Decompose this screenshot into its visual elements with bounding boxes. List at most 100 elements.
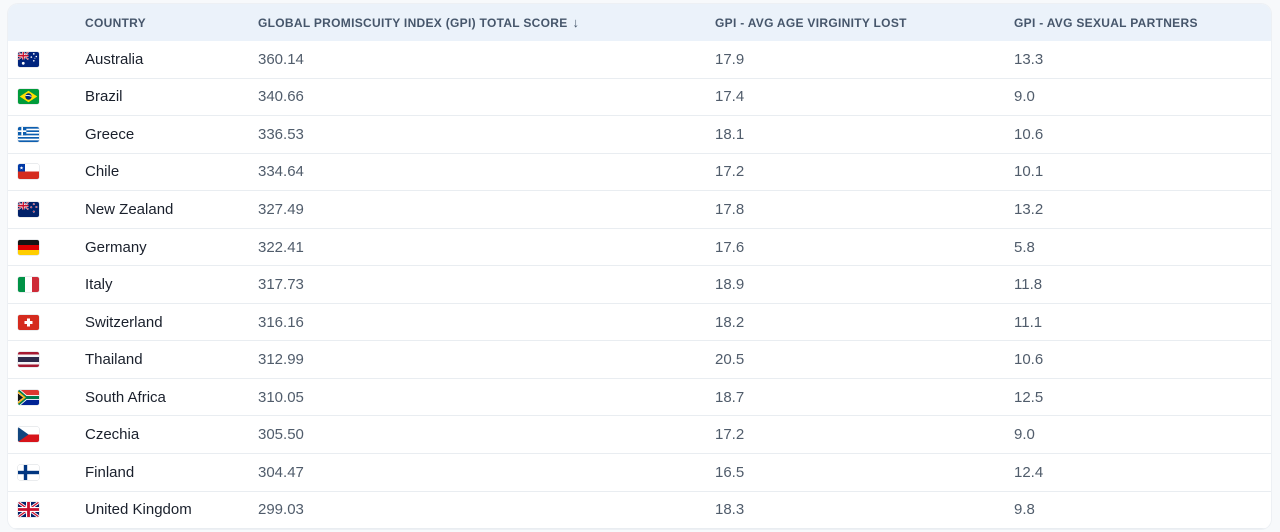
country-name: South Africa: [85, 388, 166, 406]
table-row[interactable]: Czechia 305.50 17.2 9.0: [8, 416, 1271, 455]
avg-age-virginity-lost: 17.6: [715, 238, 745, 256]
avg-sexual-partners: 9.0: [1014, 88, 1035, 106]
avg-age-virginity-lost: 18.9: [715, 276, 745, 294]
avg-sexual-partners: 5.8: [1014, 238, 1035, 256]
avg-age-virginity-lost: 16.5: [715, 463, 745, 481]
avg-age-virginity-lost: 18.7: [715, 388, 745, 406]
table-row[interactable]: Greece 336.53 18.1 10.6: [8, 116, 1271, 154]
avg-age-virginity-lost: 17.2: [715, 163, 745, 181]
avg-sexual-partners: 13.3: [1014, 50, 1044, 68]
south-africa-flag-icon: [18, 389, 39, 405]
column-header-country-label: COUNTRY: [85, 15, 146, 30]
gpi-total-score: 340.66: [258, 88, 304, 106]
avg-sexual-partners: 11.8: [1014, 276, 1043, 294]
flag-cell: [8, 464, 85, 480]
table-body: Australia 360.14 17.9 13.3 Brazil 340.66…: [8, 41, 1271, 530]
avg-age-virginity-lost: 18.3: [715, 501, 745, 519]
gpi-total-score: 305.50: [258, 426, 304, 444]
avg-age-virginity-lost: 17.2: [715, 426, 745, 444]
country-name: New Zealand: [85, 200, 174, 218]
new-zealand-flag-icon: [18, 201, 39, 217]
table-row[interactable]: New Zealand 327.49 17.8 13.2: [8, 191, 1271, 229]
table-row[interactable]: South Africa 310.05 18.7 12.5: [8, 378, 1271, 417]
avg-sexual-partners: 12.4: [1014, 463, 1044, 481]
flag-cell: [8, 164, 85, 180]
gpi-total-score: 336.53: [258, 125, 304, 143]
avg-sexual-partners: 9.8: [1014, 501, 1035, 519]
avg-sexual-partners: 10.6: [1014, 125, 1044, 143]
avg-age-virginity-lost: 20.5: [715, 351, 745, 369]
column-header-avg-sexual-partners-label: GPI - AVG SEXUAL PARTNERS: [1014, 15, 1198, 30]
country-name: Germany: [85, 238, 147, 256]
gpi-total-score: 316.16: [258, 313, 304, 331]
table-row[interactable]: United Kingdom 299.03 18.3 9.8: [8, 491, 1271, 530]
germany-flag-icon: [18, 239, 39, 255]
avg-age-virginity-lost: 18.2: [715, 313, 745, 331]
gpi-total-score: 312.99: [258, 351, 304, 369]
country-name: Finland: [85, 463, 135, 481]
country-name: Switzerland: [85, 313, 163, 331]
table-row[interactable]: Australia 360.14 17.9 13.3: [8, 41, 1271, 79]
country-name: Thailand: [85, 351, 143, 369]
avg-age-virginity-lost: 18.1: [715, 125, 745, 143]
table-row[interactable]: Italy 317.73 18.9 11.8: [8, 266, 1271, 304]
gpi-total-score: 327.49: [258, 200, 304, 218]
country-name: Italy: [85, 276, 113, 294]
czechia-flag-icon: [18, 427, 39, 443]
gpi-total-score: 304.47: [258, 463, 304, 481]
flag-cell: [8, 89, 85, 105]
switzerland-flag-icon: [18, 314, 39, 330]
avg-sexual-partners: 13.2: [1014, 200, 1044, 218]
thailand-flag-icon: [18, 352, 39, 368]
table-row[interactable]: Germany 322.41 17.6 5.8: [8, 228, 1271, 267]
table-row[interactable]: Thailand 312.99 20.5 10.6: [8, 341, 1271, 379]
table-row[interactable]: Brazil 340.66 17.4 9.0: [8, 78, 1271, 117]
chile-flag-icon: [18, 164, 39, 180]
table-header-row: COUNTRY GLOBAL PROMISCUITY INDEX (GPI) T…: [8, 4, 1271, 41]
avg-age-virginity-lost: 17.9: [715, 50, 745, 68]
avg-age-virginity-lost: 17.8: [715, 200, 745, 218]
column-header-gpi-total-score[interactable]: GLOBAL PROMISCUITY INDEX (GPI) TOTAL SCO…: [258, 15, 715, 30]
avg-sexual-partners: 10.6: [1014, 351, 1044, 369]
brazil-flag-icon: [18, 89, 39, 105]
country-name: Czechia: [85, 426, 140, 444]
gpi-total-score: 322.41: [258, 238, 304, 256]
country-name: Greece: [85, 125, 135, 143]
flag-cell: [8, 277, 85, 293]
united-kingdom-flag-icon: [18, 502, 39, 518]
avg-sexual-partners: 11.1: [1014, 313, 1043, 331]
gpi-total-score: 360.14: [258, 50, 304, 68]
australia-flag-icon: [18, 51, 39, 67]
gpi-total-score: 299.03: [258, 501, 304, 519]
italy-flag-icon: [18, 277, 39, 293]
flag-cell: [8, 502, 85, 518]
flag-cell: [8, 201, 85, 217]
table-row[interactable]: Finland 304.47 16.5 12.4: [8, 454, 1271, 492]
column-header-avg-age-virginity-lost[interactable]: GPI - AVG AGE VIRGINITY LOST: [715, 16, 1014, 30]
flag-cell: [8, 239, 85, 255]
finland-flag-icon: [18, 464, 39, 480]
flag-cell: [8, 427, 85, 443]
table-row[interactable]: Chile 334.64 17.2 10.1: [8, 153, 1271, 192]
country-name: Chile: [85, 163, 120, 181]
data-table-panel: COUNTRY GLOBAL PROMISCUITY INDEX (GPI) T…: [8, 4, 1271, 530]
table-row[interactable]: Switzerland 316.16 18.2 11.1: [8, 303, 1271, 342]
avg-age-virginity-lost: 17.4: [715, 88, 745, 106]
greece-flag-icon: [18, 126, 39, 142]
country-name: United Kingdom: [85, 501, 192, 519]
column-header-avg-sexual-partners[interactable]: GPI - AVG SEXUAL PARTNERS: [1014, 16, 1271, 30]
flag-cell: [8, 352, 85, 368]
avg-sexual-partners: 12.5: [1014, 388, 1044, 406]
gpi-total-score: 310.05: [258, 388, 304, 406]
sort-descending-icon: ↓: [572, 15, 580, 30]
column-header-avg-age-virginity-lost-label: GPI - AVG AGE VIRGINITY LOST: [715, 15, 907, 30]
country-name: Brazil: [85, 88, 123, 106]
gpi-total-score: 334.64: [258, 163, 304, 181]
flag-cell: [8, 126, 85, 142]
gpi-total-score: 317.73: [258, 276, 304, 294]
avg-sexual-partners: 10.1: [1014, 163, 1044, 181]
column-header-country[interactable]: COUNTRY: [85, 16, 258, 30]
avg-sexual-partners: 9.0: [1014, 426, 1035, 444]
column-header-gpi-total-score-label: GLOBAL PROMISCUITY INDEX (GPI) TOTAL SCO…: [258, 15, 568, 30]
flag-cell: [8, 314, 85, 330]
